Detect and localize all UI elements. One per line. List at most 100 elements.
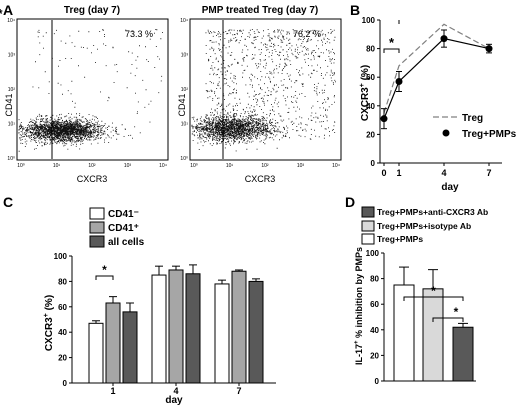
chart-b-point [485, 45, 493, 53]
chart-b-xtick-label: 1 [396, 168, 401, 178]
flow-plot-pmp-xlabel: CXCR3 [245, 174, 276, 184]
chart-c-ytick-label: 60 [58, 303, 67, 312]
chart-c-bar [231, 270, 247, 384]
dotsA1-path [18, 29, 163, 152]
flow-ytick-label: 10³ [181, 53, 189, 59]
chart-b-significance-label: * [0, 6, 3, 21]
chart-c-legend-label: CD41⁻ [108, 209, 139, 220]
flow-plot-treg-percent: 73.3 % [125, 29, 153, 39]
flow-ytick-label: 10² [8, 87, 16, 93]
chart-b-significance-bracket [383, 48, 400, 53]
panel-letter-c: C [3, 194, 13, 210]
flow-ytick-label: 10² [181, 87, 189, 93]
chart-d-significance-label: * [454, 305, 459, 319]
chart-c-bar [88, 322, 104, 384]
chart-b-line-treg [383, 23, 490, 114]
chart-b-xlabel: day [441, 182, 459, 193]
flow-plot-treg-title: Treg (day 7) [64, 5, 120, 16]
flow-ytick-label: 10⁰ [7, 156, 15, 162]
panel-letter-d: D [345, 194, 355, 210]
chart-d-ytick-label: 80 [370, 275, 379, 284]
chart-c-ytick-label: 20 [58, 354, 67, 363]
chart-c-xtick-label: 4 [173, 386, 178, 396]
flow-ytick-label: 10³ [8, 53, 16, 59]
chart-c-legend-swatch [89, 235, 105, 248]
flow-ytick-label: 10⁴ [7, 18, 15, 24]
chart-b-xtick-label: 7 [486, 168, 491, 178]
chart-c-xtick-label: 7 [236, 386, 241, 396]
chart-c-bar [105, 302, 121, 384]
chart-c-legend-swatch [89, 207, 105, 220]
flow-plot-pmp-percent: 76.2 % [293, 29, 321, 39]
chart-b-ytick-label: 60 [366, 73, 375, 82]
chart-d-legend-swatch [361, 233, 375, 245]
chart-b-ytick-label: 100 [362, 16, 376, 25]
flow-xtick-label: 10³ [124, 163, 132, 169]
chart-d-ytick-label: 40 [370, 326, 379, 335]
panel-letter-a: A [3, 2, 13, 18]
chart-d-legend-label: Treg+PMPs+anti-CXCR3 Ab [377, 207, 488, 217]
chart-c-xlabel: day [165, 395, 183, 406]
chart-c-bar [151, 274, 167, 384]
chart-d-legend-label: Treg+PMPs [377, 234, 423, 244]
chart-d: IL-17+ % inhibition by PMPs 0 20 40 60 80 100… [354, 206, 488, 386]
chart-d-significance-bracket [403, 296, 464, 301]
flow-xtick-label: 10³ [297, 163, 305, 169]
flow-xtick-label: 10⁴ [159, 163, 167, 169]
chart-b-legend-label: Treg+PMPs [462, 129, 517, 140]
chart-c-legend-swatch [89, 221, 105, 234]
chart-d-significance-label: * [431, 284, 436, 298]
flow-plot-pmp-title: PMP treated Treg (day 7) [202, 5, 319, 16]
chart-b-ytick-label: 80 [366, 45, 375, 54]
chart-c-ytick-label: 40 [58, 328, 67, 337]
chart-b: CXCR3+ (%) day 0204060801000147**TregTre… [0, 6, 517, 193]
chart-b-ytick-label: 20 [366, 130, 375, 139]
flow-xtick-label: 10² [88, 163, 96, 169]
flow-xtick-label: 10² [261, 163, 269, 169]
chart-b-point [380, 115, 388, 123]
chart-b-legend-swatch-treg-pmps [442, 129, 450, 137]
dotsA2-path [191, 29, 336, 152]
chart-d-ytick-label: 60 [370, 300, 379, 309]
flow-plot-treg-xlabel: CXCR3 [77, 174, 108, 184]
flow-xtick-label: 10⁰ [190, 163, 198, 169]
flow-ytick-label: 10⁰ [180, 156, 188, 162]
flow-plot-treg-frame [16, 18, 169, 161]
chart-d-ytick-label: 20 [370, 351, 379, 360]
flow-xtick-label: 10⁰ [17, 163, 25, 169]
chart-b-xtick-label: 0 [381, 168, 386, 178]
panel-letter-b: B [350, 2, 360, 18]
chart-b-ytick-label: 40 [366, 102, 375, 111]
flow-plot-pmp-ylabel: CD41 [177, 93, 187, 116]
flow-plot-pmp: PMP treated Treg (day 7) 76.2 % CD41 CXC… [177, 5, 342, 184]
flow-plot-treg: Treg (day 7) 73.3 % CD41 CXCR3 [4, 5, 169, 184]
chart-b-line-treg-pmps [383, 37, 490, 119]
flow-ytick-label: 10¹ [8, 122, 16, 128]
chart-c-bar [185, 273, 201, 384]
chart-c-xtick-label: 1 [110, 386, 115, 396]
flow-plot-pmp-dots [191, 29, 336, 152]
flow-xtick-label: 10¹ [53, 163, 61, 169]
chart-b-point [440, 35, 448, 43]
flow-xtick-label: 10¹ [226, 163, 234, 169]
flow-ytick-label: 10¹ [181, 122, 189, 128]
chart-b-xtick-label: 4 [441, 168, 446, 178]
chart-c-ylabel: CXCR3+ (%) [43, 295, 55, 351]
chart-c-legend-label: CD41⁺ [108, 223, 139, 234]
flow-plot-treg-ylabel: CD41 [4, 93, 14, 116]
chart-d-bar [452, 326, 474, 382]
flow-ytick-label: 10⁴ [180, 18, 188, 24]
chart-c-bar [248, 280, 264, 384]
chart-b-legend-label: Treg [462, 113, 483, 124]
chart-d-significance-bracket [432, 317, 464, 322]
chart-b-point [395, 77, 403, 85]
chart-c-significance-bracket [95, 275, 114, 280]
chart-b-significance-label: * [389, 35, 395, 50]
flow-xtick-label: 10⁴ [332, 163, 340, 169]
chart-d-ytick-label: 100 [366, 249, 380, 258]
chart-d-bar [393, 284, 415, 382]
chart-b-ylabel: CXCR3+ (%) [359, 65, 371, 121]
chart-d-bar [422, 288, 444, 382]
